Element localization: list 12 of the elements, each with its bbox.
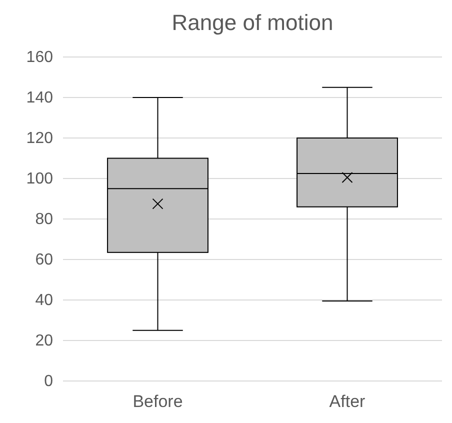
chart-title: Range of motion [172,10,334,35]
y-tick-label: 140 [26,90,54,107]
y-tick-label: 0 [44,373,54,390]
y-tick-label: 40 [35,292,54,310]
y-tick-label: 100 [26,170,54,188]
y-tick-label: 60 [35,252,54,269]
y-tick-label: 120 [26,130,54,148]
y-tick-label: 80 [35,211,54,228]
x-tick-label: Before [132,392,183,412]
x-tick-label: After [329,392,366,412]
y-tick-label: 160 [26,49,54,66]
y-tick-label: 20 [35,332,54,350]
